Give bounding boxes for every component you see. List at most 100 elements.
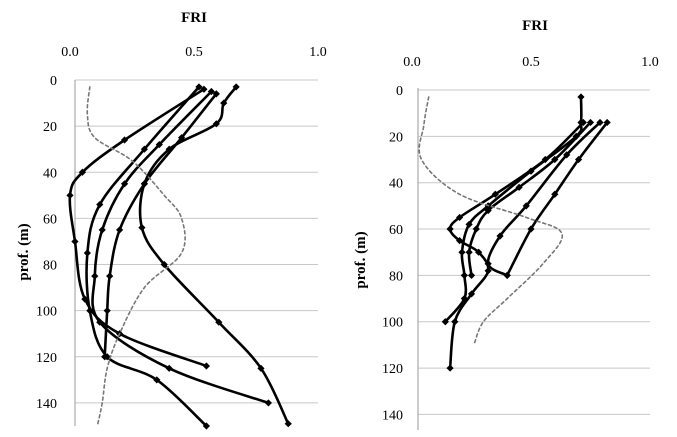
chart-title: FRI — [522, 18, 548, 34]
data-point — [78, 168, 86, 176]
y-axis-label: prof. (m) — [16, 223, 32, 280]
data-point — [551, 190, 559, 198]
data-point — [71, 237, 79, 246]
x-tick-label: 1.0 — [309, 45, 327, 60]
series-line-1 — [444, 95, 583, 323]
data-point — [106, 272, 114, 280]
data-point — [527, 225, 535, 233]
series-line-5 — [505, 121, 609, 277]
data-point — [551, 155, 559, 164]
y-tick-label: 0 — [396, 84, 403, 99]
data-point — [446, 364, 454, 372]
data-point — [212, 120, 220, 128]
data-point — [579, 118, 587, 127]
data-point — [165, 145, 173, 153]
y-tick-label: 60 — [43, 212, 57, 227]
data-point — [153, 376, 161, 384]
y-tick-label: 80 — [389, 269, 403, 284]
data-point — [200, 85, 208, 93]
series-line-6 — [418, 96, 564, 346]
data-point — [441, 318, 449, 326]
data-point — [503, 271, 511, 279]
y-tick-label: 100 — [36, 305, 57, 320]
y-tick-label: 140 — [382, 408, 403, 423]
data-point — [456, 213, 464, 222]
y-tick-label: 20 — [43, 120, 57, 135]
data-point — [140, 180, 148, 188]
data-point — [207, 87, 215, 96]
series-line-6 — [86, 86, 186, 427]
data-point — [460, 271, 468, 279]
data-point — [165, 364, 173, 372]
data-point — [83, 249, 91, 257]
series-line-5 — [138, 85, 290, 425]
data-point — [257, 364, 265, 372]
chart-2: FRI 0.0 0.5 1.0 0 20 40 60 80 100 120 140 prof. (m) — [353, 18, 659, 430]
data-point — [456, 237, 464, 245]
data-point — [215, 318, 223, 326]
data-point — [220, 99, 228, 107]
y-tick-label: 60 — [389, 223, 403, 238]
data-point — [458, 248, 466, 256]
x-tick-label: 0.0 — [61, 45, 79, 60]
data-point — [195, 83, 203, 91]
data-point — [264, 399, 272, 407]
data-point — [96, 318, 104, 326]
data-point — [596, 118, 604, 127]
data-point — [475, 248, 483, 256]
chart-1: FRI 0.0 0.5 1.0 0 20 40 60 80 100 120 140 prof. (m) — [16, 10, 327, 430]
data-point — [484, 260, 492, 268]
data-point — [515, 183, 523, 191]
data-point — [232, 83, 240, 91]
y-tick-label: 140 — [36, 397, 57, 412]
data-point — [541, 155, 549, 164]
data-point — [120, 180, 129, 188]
data-point — [103, 307, 111, 315]
data-point — [96, 200, 104, 209]
y-tick-label: 20 — [389, 130, 403, 145]
data-point — [522, 202, 530, 210]
data-point — [577, 93, 585, 101]
data-point — [116, 226, 124, 234]
data-point — [81, 295, 89, 303]
data-point — [91, 272, 99, 280]
data-point — [484, 267, 492, 275]
data-point — [465, 248, 473, 256]
y-tick-label: 40 — [43, 166, 57, 181]
chart-title: FRI — [181, 10, 207, 26]
y-tick-label: 120 — [36, 351, 57, 366]
y-axis-label: prof. (m) — [353, 231, 369, 288]
data-point — [160, 260, 168, 269]
data-point — [603, 118, 611, 127]
x-tick-label: 0.5 — [522, 55, 540, 70]
data-point — [101, 353, 109, 361]
y-tick-label: 0 — [50, 74, 57, 89]
y-tick-label: 40 — [389, 177, 403, 192]
data-point — [284, 420, 292, 428]
data-point — [138, 224, 146, 232]
data-point — [465, 220, 473, 228]
data-point — [472, 225, 480, 233]
data-point — [575, 155, 583, 164]
data-point — [467, 290, 476, 298]
data-point — [98, 226, 106, 234]
y-tick-label: 100 — [382, 316, 403, 331]
data-point — [563, 151, 571, 159]
data-point — [120, 136, 129, 144]
y-tick-label: 80 — [43, 259, 57, 274]
data-point — [467, 271, 476, 279]
data-point — [140, 145, 148, 153]
data-point — [451, 318, 459, 326]
data-point — [155, 140, 163, 149]
data-point — [66, 191, 74, 199]
data-point — [484, 206, 492, 215]
data-point — [202, 362, 210, 370]
data-point — [491, 190, 499, 198]
data-point — [496, 232, 504, 240]
data-point — [446, 225, 454, 233]
data-point — [586, 118, 595, 127]
x-tick-label: 1.0 — [641, 55, 659, 70]
data-point — [202, 422, 210, 430]
data-point — [212, 90, 220, 98]
